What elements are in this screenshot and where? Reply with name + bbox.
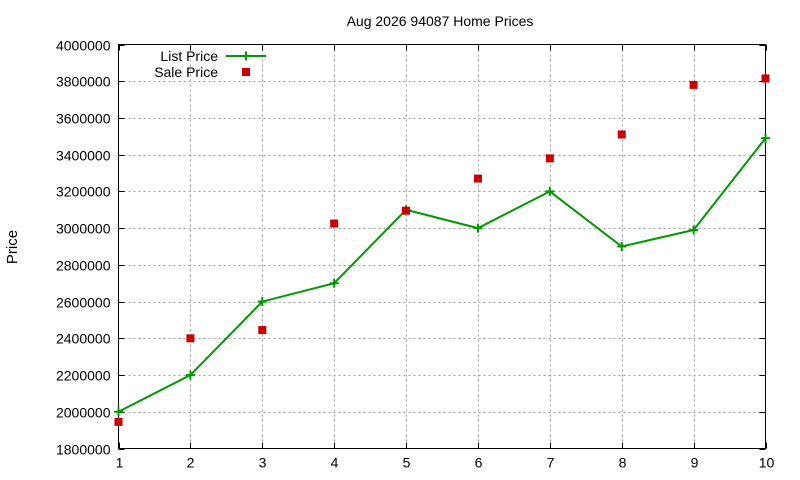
legend-label: List Price — [160, 48, 218, 64]
y-tick-label: 2400000 — [56, 331, 111, 347]
y-tick-label: 3800000 — [56, 74, 111, 90]
list-price-point — [545, 186, 555, 196]
list-price-point — [761, 133, 770, 143]
legend-plus-marker — [241, 51, 251, 61]
list-price-point — [257, 297, 267, 307]
x-tick-label: 8 — [619, 455, 627, 471]
sale-price-point — [330, 219, 339, 228]
list-price-point — [473, 223, 483, 233]
y-tick-label: 3600000 — [56, 111, 111, 127]
sale-price-point — [186, 334, 195, 343]
list-price-point — [617, 242, 627, 251]
sale-price-point — [473, 174, 482, 183]
sale-price-point — [689, 80, 698, 89]
y-tick-label: 3200000 — [56, 184, 111, 200]
sale-price-point — [258, 326, 267, 335]
grid — [118, 44, 766, 449]
x-tick-label: 7 — [547, 455, 555, 471]
x-tick-label: 5 — [403, 455, 411, 471]
x-tick-label: 3 — [259, 455, 267, 471]
list-price-point — [114, 407, 123, 417]
y-tick-label: 3400000 — [56, 148, 111, 164]
axis-ticks: 1 2 3 4 5 6 7 8 9 10 1800000 2000000 2200000 2400000 2… — [56, 38, 775, 471]
list-price-line — [118, 137, 767, 413]
list-price-point — [689, 225, 699, 235]
y-tick-label: 3000000 — [56, 221, 111, 237]
y-tick-label: 4000000 — [56, 38, 111, 54]
legend-square-marker — [242, 68, 250, 76]
x-tick-label: 6 — [475, 455, 483, 471]
x-tick-label: 2 — [187, 455, 195, 471]
series — [114, 74, 770, 426]
sale-price-point — [114, 417, 123, 426]
y-axis-label: Price — [4, 230, 21, 264]
x-tick-label: 4 — [331, 455, 339, 471]
list-price-point — [329, 278, 339, 288]
sale-price-point — [617, 130, 626, 139]
x-tick-label: 1 — [116, 455, 124, 471]
y-tick-label: 2200000 — [56, 368, 111, 384]
legend-label: Sale Price — [154, 64, 218, 80]
x-tick-label: 10 — [759, 455, 775, 471]
y-tick-label: 2600000 — [56, 295, 111, 311]
y-tick-label: 2800000 — [56, 258, 111, 274]
sale-price-point — [545, 154, 554, 163]
plot-frame — [118, 44, 766, 449]
chart-title: Aug 2026 94087 Home Prices — [347, 13, 534, 29]
y-tick-label: 2000000 — [56, 405, 111, 421]
sale-price-point — [761, 74, 770, 83]
sale-price-point — [402, 206, 411, 215]
list-price-point — [185, 370, 195, 380]
x-tick-label: 9 — [691, 455, 699, 471]
y-tick-label: 1800000 — [56, 442, 111, 458]
